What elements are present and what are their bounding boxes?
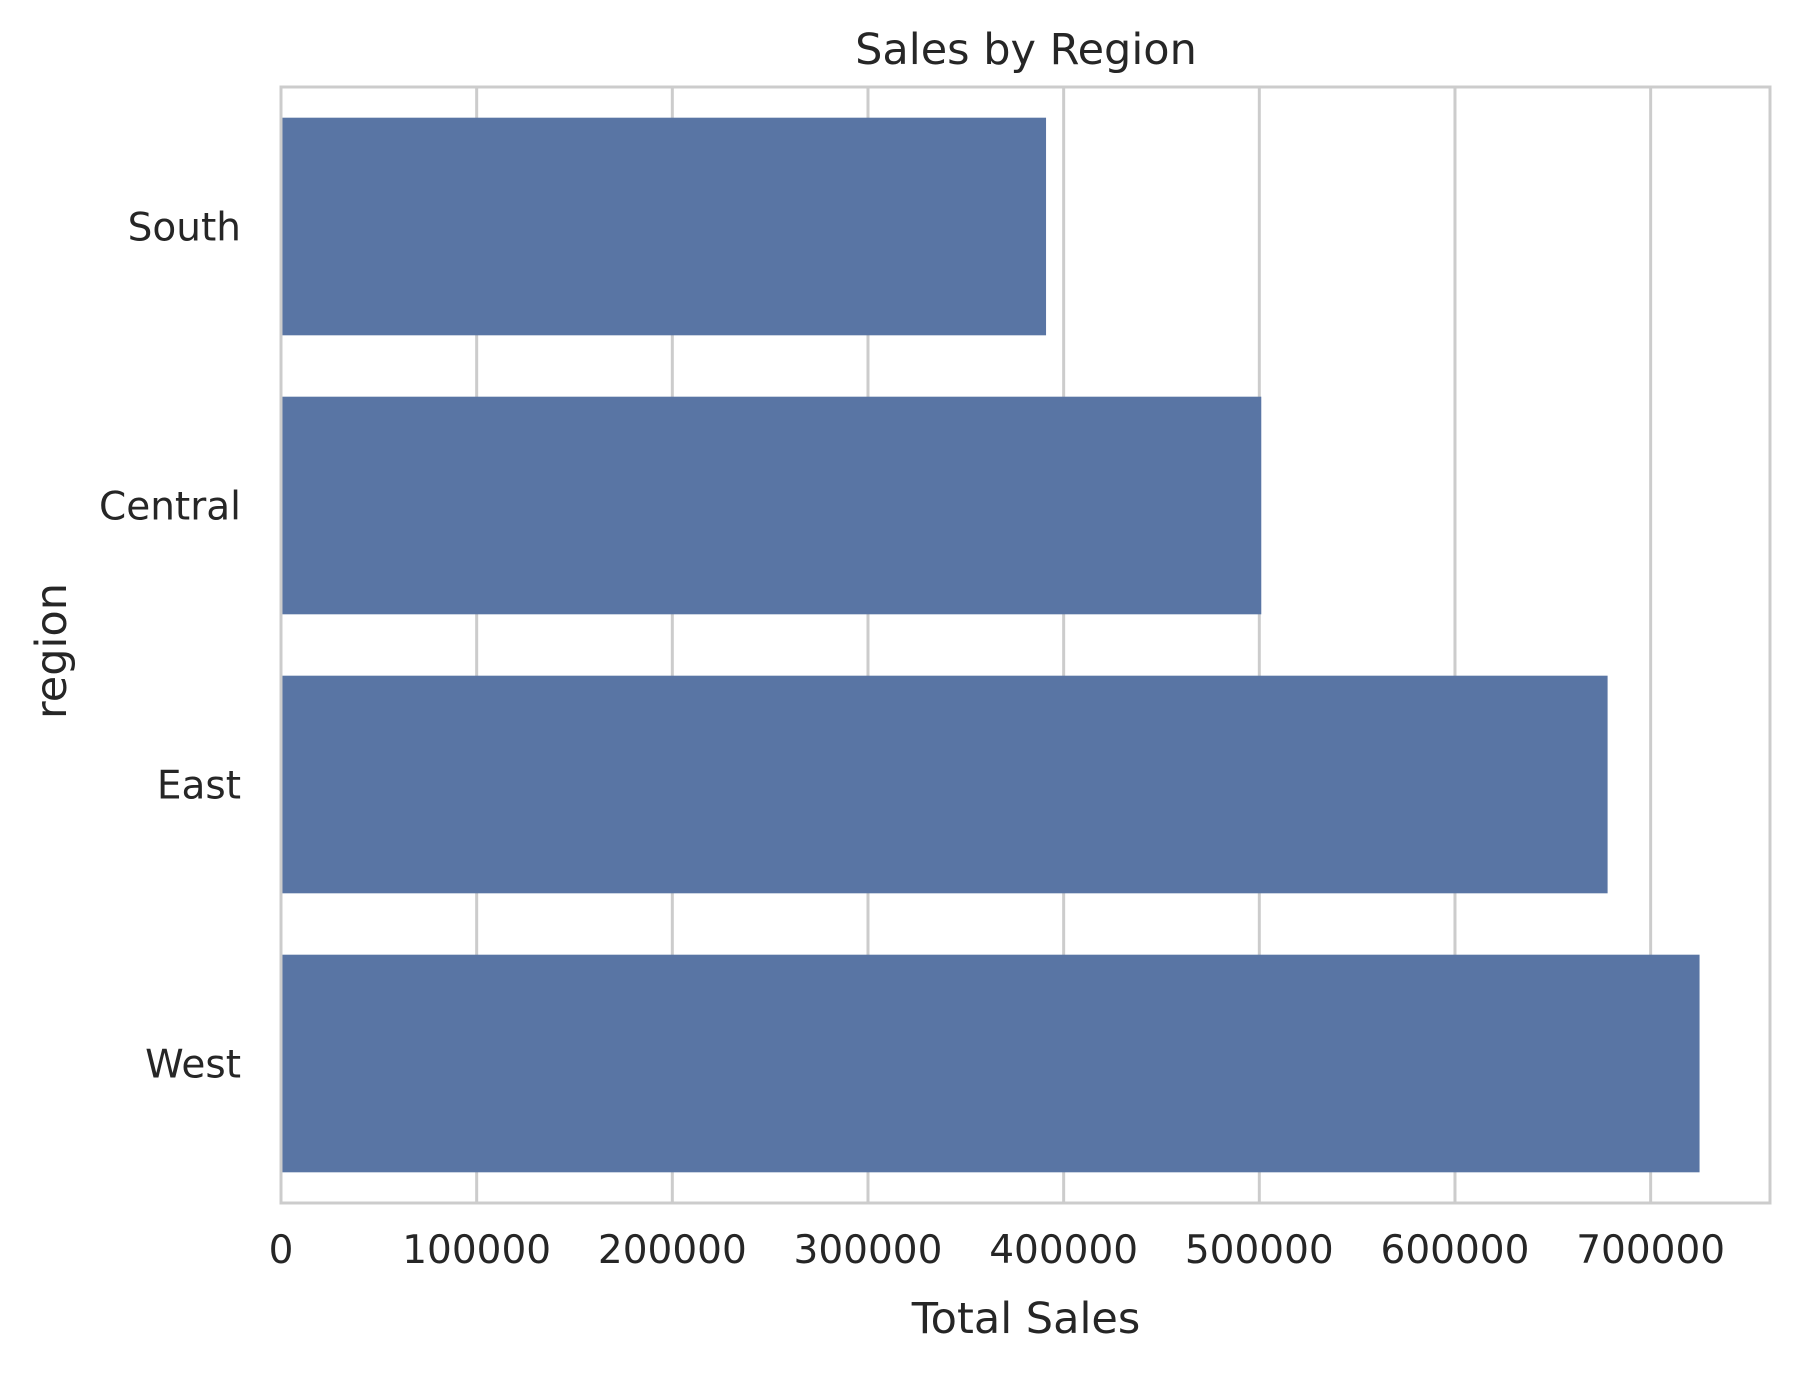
- bar-west: [281, 954, 1700, 1173]
- x-tick-label: 700000: [1576, 1228, 1725, 1273]
- x-tick-label: 600000: [1381, 1228, 1530, 1273]
- axes-frame: [279, 85, 1772, 1205]
- x-tick-label: 100000: [402, 1228, 551, 1273]
- y-axis-ticks: South Central East West: [99, 206, 241, 1088]
- y-axis-label: region: [27, 583, 77, 719]
- bar-south: [281, 117, 1047, 336]
- x-tick-label: 200000: [598, 1228, 747, 1273]
- x-axis-label: Total Sales: [911, 1294, 1141, 1344]
- bar-central: [281, 396, 1262, 615]
- y-tick-label-central: Central: [99, 485, 241, 530]
- chart-title: Sales by Region: [855, 25, 1197, 75]
- x-axis-ticks: 0 100000 200000 300000 400000 500000 600000 700…: [269, 1228, 1726, 1273]
- x-tick-label: 0: [269, 1228, 294, 1273]
- bars: [281, 117, 1700, 1173]
- y-tick-label-south: South: [128, 206, 241, 251]
- y-tick-label-west: West: [145, 1043, 241, 1088]
- x-tick-label: 400000: [989, 1228, 1138, 1273]
- x-tick-label: 500000: [1185, 1228, 1334, 1273]
- y-tick-label-east: East: [157, 764, 241, 809]
- bar-east: [281, 675, 1608, 894]
- x-tick-label: 300000: [794, 1228, 943, 1273]
